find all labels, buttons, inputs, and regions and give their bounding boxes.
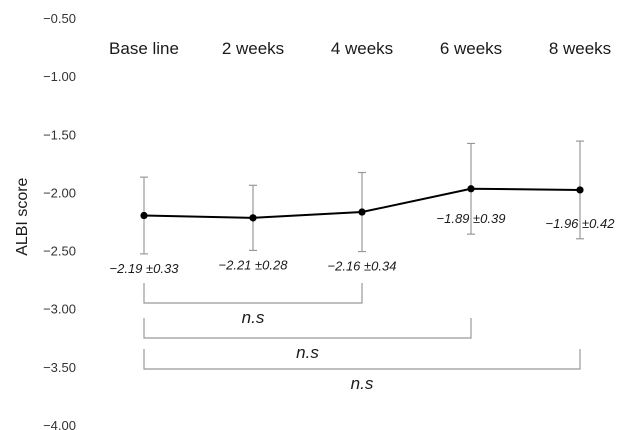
significance-label: n.s — [296, 343, 319, 362]
x-category-label: 4 weeks — [331, 39, 393, 58]
y-tick-label: −2.50 — [43, 244, 76, 259]
y-tick-label: −3.50 — [43, 360, 76, 375]
significance-bracket — [143, 283, 363, 304]
y-tick-label: −4.00 — [43, 418, 76, 430]
y-tick-label: −1.50 — [43, 127, 76, 142]
error-bars — [140, 140, 584, 255]
significance-label: n.s — [351, 374, 374, 393]
data-point — [249, 214, 257, 222]
y-tick-label: −0.50 — [43, 11, 76, 26]
significance-brackets: n.s n.s n.s — [143, 283, 581, 393]
x-category-label: 2 weeks — [222, 39, 284, 58]
data-labels: −2.19 ±0.33 −2.21 ±0.28 −2.16 ±0.34 −1.89 ±… — [110, 211, 616, 276]
data-point — [140, 211, 148, 220]
y-tick-label: −2.00 — [43, 185, 76, 200]
data-point — [467, 185, 475, 193]
y-tick-label: −1.00 — [43, 69, 76, 84]
y-axis: −0.50 −1.00 −1.50 −2.00 −2.50 −3.00 −3.50 −4.00 — [43, 11, 76, 430]
data-label: −1.89 ±0.39 — [437, 211, 506, 226]
data-point — [576, 186, 584, 194]
x-category-labels: Base line 2 weeks 4 weeks 6 weeks 8 weeks — [109, 39, 611, 58]
data-label: −2.16 ±0.34 — [328, 259, 397, 274]
data-label: −2.19 ±0.33 — [110, 261, 180, 276]
data-label: −2.21 ±0.28 — [219, 257, 289, 272]
x-category-label: Base line — [109, 39, 179, 58]
y-axis-label: ALBI score — [14, 177, 31, 255]
significance-bracket — [143, 349, 581, 370]
data-label: −1.96 ±0.42 — [546, 216, 616, 231]
x-category-label: 8 weeks — [549, 39, 611, 58]
significance-label: n.s — [242, 308, 265, 327]
x-category-label: 6 weeks — [440, 39, 502, 58]
y-tick-label: −3.00 — [43, 302, 76, 317]
data-points — [140, 185, 584, 222]
significance-bracket — [143, 318, 472, 339]
data-point — [358, 208, 366, 216]
